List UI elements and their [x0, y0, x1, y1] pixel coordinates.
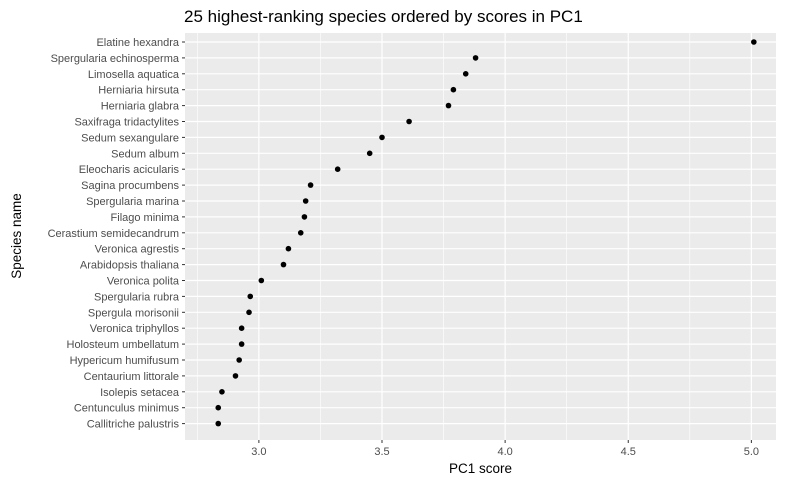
data-point [462, 71, 469, 77]
y-tick-label: Sedum album [111, 148, 179, 160]
y-tick-label: Spergularia marina [86, 196, 180, 208]
y-tick-label: Limosella aquatica [88, 69, 180, 81]
data-point [307, 182, 314, 188]
y-axis-tick-labels: Elatine hexandra Spergularia echinosperma… [48, 37, 185, 431]
y-tick-label: Veronica agrestis [95, 244, 180, 256]
y-tick-label: Spergularia echinosperma [51, 53, 180, 65]
y-tick-label: Arabidopsis thaliana [80, 260, 180, 272]
data-point [334, 166, 341, 172]
chart-title: 25 highest-ranking species ordered by sc… [184, 7, 583, 26]
y-tick-label: Sagina procumbens [81, 180, 179, 192]
y-tick-label: Herniaria glabra [101, 101, 180, 113]
data-point [301, 214, 308, 220]
x-tick-label: 4.0 [497, 446, 512, 458]
data-point [285, 245, 292, 252]
data-point [236, 357, 242, 363]
y-tick-label: Saxifraga tridactylites [74, 117, 179, 129]
y-tick-label: Callitriche palustris [87, 419, 180, 431]
y-tick-label: Isolepis setacea [100, 387, 180, 399]
y-tick-label: Spergularia rubra [94, 291, 180, 303]
data-point [406, 118, 412, 125]
data-point [215, 420, 222, 427]
y-tick-label: Veronica triphyllos [90, 323, 180, 335]
y-tick-label: Sedum sexangulare [81, 132, 179, 144]
y-tick-label: Centunculus minimus [74, 403, 180, 415]
data-point [238, 341, 245, 347]
data-point [445, 102, 452, 109]
x-tick-label: 3.0 [251, 446, 266, 458]
y-tick-label: Cerastium semidecandrum [48, 228, 179, 240]
data-point [280, 261, 287, 268]
y-tick-label: Holosteum umbellatum [67, 339, 180, 351]
data-point [219, 389, 225, 395]
y-tick-label: Spergula morisonii [88, 307, 179, 319]
y-axis-title: Species name [9, 193, 24, 279]
data-point [247, 293, 254, 300]
y-tick-label: Hypericum humifusum [70, 355, 179, 367]
data-point [215, 404, 222, 411]
x-axis-title: PC1 score [449, 461, 512, 476]
y-tick-label: Herniaria hirsuta [98, 85, 180, 97]
x-tick-label: 3.5 [374, 446, 389, 458]
data-point [379, 134, 385, 141]
y-tick-label: Elatine hexandra [96, 37, 179, 49]
x-tick-label: 5.0 [744, 446, 759, 458]
data-point [297, 230, 304, 236]
data-point [232, 373, 239, 379]
y-tick-label: Filago minima [111, 212, 180, 224]
data-point [366, 150, 373, 157]
data-point [450, 86, 457, 93]
y-tick-label: Eleocharis acicularis [79, 164, 180, 176]
data-points [215, 39, 757, 427]
data-point [472, 55, 479, 61]
data-point [238, 325, 245, 332]
grid-lines [185, 33, 776, 440]
data-point [302, 198, 309, 204]
data-point [246, 309, 252, 316]
plot-panel [185, 33, 776, 440]
y-tick-label: Centaurium littorale [84, 371, 179, 383]
x-tick-label: 4.5 [621, 446, 636, 458]
data-point [751, 39, 757, 45]
y-tick-label: Veronica polita [107, 276, 180, 288]
x-axis-tick-labels: 3.0 3.5 4.0 4.5 5.0 [251, 440, 759, 458]
data-point [258, 277, 265, 284]
